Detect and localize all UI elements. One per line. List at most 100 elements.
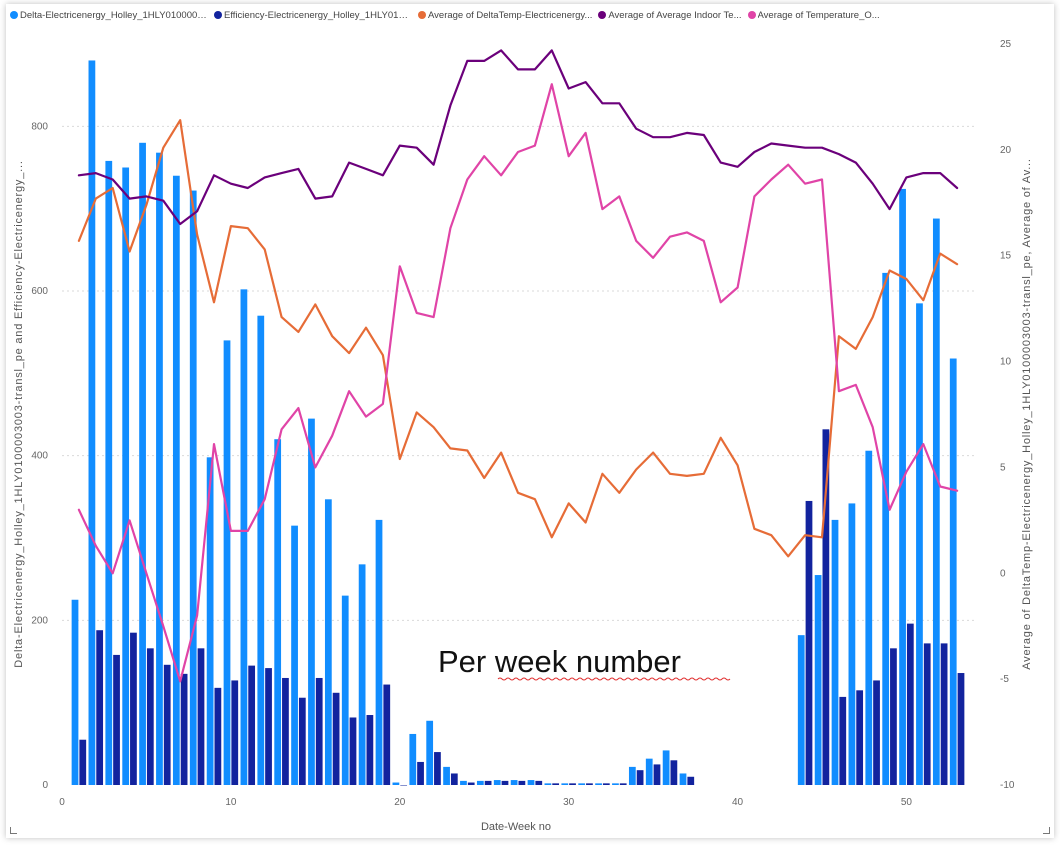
resize-corner-bottom-right: [1043, 827, 1050, 834]
deltatemp-line: [77, 119, 959, 558]
delta-energy-bar: [899, 188, 906, 785]
y-tick-label: 0: [42, 780, 48, 791]
legend-item[interactable]: Efficiency-Electricenergy_Holley_1HLY010…: [214, 10, 412, 21]
y2-tick-label: 0: [1000, 568, 1006, 579]
delta-energy-bar: [426, 720, 434, 785]
delta-energy-bar: [206, 457, 214, 785]
legend-marker: [418, 11, 426, 20]
y-tick-label: 400: [31, 451, 48, 462]
x-axis-title: Date-Week no: [481, 821, 551, 833]
efficiency-bar: [670, 760, 678, 785]
delta-energy-bar: [476, 780, 484, 785]
y2-tick-label: 5: [1000, 462, 1006, 473]
delta-energy-bar: [257, 315, 265, 785]
delta-energy-bar: [443, 766, 450, 785]
delta-energy-bar: [662, 750, 670, 785]
delta-energy-bar: [493, 780, 501, 785]
delta-energy-bar: [916, 303, 923, 785]
x-tick-label: 0: [59, 797, 65, 808]
delta-energy-bar: [578, 783, 586, 785]
efficiency-bar: [923, 643, 931, 785]
delta-energy-bar: [172, 175, 180, 785]
efficiency-bar: [856, 690, 864, 785]
delta-energy-bar: [274, 439, 282, 785]
efficiency-bar: [146, 648, 154, 785]
delta-energy-bar: [341, 595, 349, 785]
efficiency-bar: [619, 783, 627, 785]
efficiency-bar: [113, 654, 120, 785]
legend-item[interactable]: Delta-Electricenergy_Holley_1HLY01000030…: [10, 10, 208, 21]
delta-energy-bar: [392, 782, 400, 785]
delta-energy-bar: [460, 780, 467, 785]
delta-energy-bar: [645, 758, 653, 785]
combo-chart: 0 200 400 600 800 -10 -5 0 5 10 15 20 25 0 10 20 30 40 50 D…: [13, 39, 1033, 833]
x-tick-label: 30: [563, 797, 575, 808]
delta-energy-bar: [291, 525, 298, 785]
annotation-text: Per week number: [438, 644, 681, 679]
efficiency-bar: [873, 680, 880, 785]
delta-energy-bar: [409, 733, 417, 785]
efficiency-bar: [197, 648, 205, 785]
y2-tick-label: 25: [1000, 39, 1012, 50]
efficiency-bar: [214, 687, 222, 785]
efficiency-bar: [130, 632, 137, 785]
efficiency-bar: [839, 696, 847, 785]
efficiency-bar: [450, 773, 458, 785]
delta-energy-bar: [527, 780, 535, 785]
efficiency-bar: [602, 783, 610, 785]
efficiency-bar: [434, 752, 441, 785]
y-tick-label: 800: [31, 121, 48, 132]
delta-energy-bar: [139, 142, 146, 786]
efficiency-bar: [906, 623, 914, 785]
delta-energy-bar: [831, 519, 839, 785]
y2-tick-label: -10: [1000, 780, 1015, 791]
y2-tick-label: -5: [1000, 674, 1009, 685]
x-tick-label: 50: [901, 797, 913, 808]
delta-energy-bar: [865, 450, 873, 785]
efficiency-bar: [687, 776, 695, 785]
chart-visual: Delta-Electricenergy_Holley_1HLY01000030…: [6, 4, 1054, 838]
efficiency-bar: [315, 677, 323, 785]
efficiency-bar: [79, 739, 87, 785]
delta-energy-bar: [324, 499, 332, 785]
delta-energy-bar: [375, 519, 383, 785]
efficiency-bar: [282, 677, 289, 785]
efficiency-bar: [248, 665, 256, 785]
efficiency-bar: [940, 643, 948, 785]
efficiency-bar: [332, 692, 340, 785]
efficiency-bar: [467, 782, 475, 785]
delta-energy-bar: [510, 780, 518, 785]
delta-energy-bar: [814, 575, 822, 785]
delta-energy-bar: [105, 160, 113, 785]
delta-energy-bar: [679, 773, 687, 785]
delta-energy-bar: [949, 358, 957, 785]
y2-tick-label: 15: [1000, 251, 1012, 262]
delta-energy-bar: [156, 152, 163, 785]
delta-energy-bar: [122, 167, 130, 785]
efficiency-bar: [636, 770, 644, 785]
y-axis-title: Delta-Electricenergy_Holley_1HLY01000030…: [13, 160, 25, 667]
y2-tick-label: 20: [1000, 145, 1012, 156]
delta-energy-bar: [595, 783, 602, 785]
efficiency-bar: [653, 764, 661, 785]
efficiency-bar: [163, 664, 171, 785]
efficiency-bar: [298, 697, 306, 785]
y2-tick-label: 10: [1000, 357, 1012, 368]
delta-energy-bar: [544, 783, 552, 785]
delta-energy-bar: [612, 783, 619, 785]
legend-item[interactable]: Average of Average Indoor Te...: [598, 10, 742, 21]
x-tick-label: 10: [225, 797, 237, 808]
legend-item[interactable]: Average of DeltaTemp-Electricenergy...: [418, 10, 592, 21]
legend-item[interactable]: Average of Temperature_O...: [747, 10, 880, 21]
indoor-temp-line: [77, 49, 959, 226]
efficiency-bar: [265, 668, 272, 785]
efficiency-bar: [400, 785, 408, 786]
x-tick-label: 40: [732, 797, 744, 808]
legend-marker: [598, 11, 607, 20]
delta-energy-bar: [932, 218, 940, 786]
efficiency-bar: [501, 780, 509, 785]
delta-energy-bar: [561, 783, 569, 785]
resize-corner-bottom-left: [10, 827, 17, 834]
efficiency-bar: [180, 673, 188, 785]
efficiency-bar: [484, 780, 492, 785]
